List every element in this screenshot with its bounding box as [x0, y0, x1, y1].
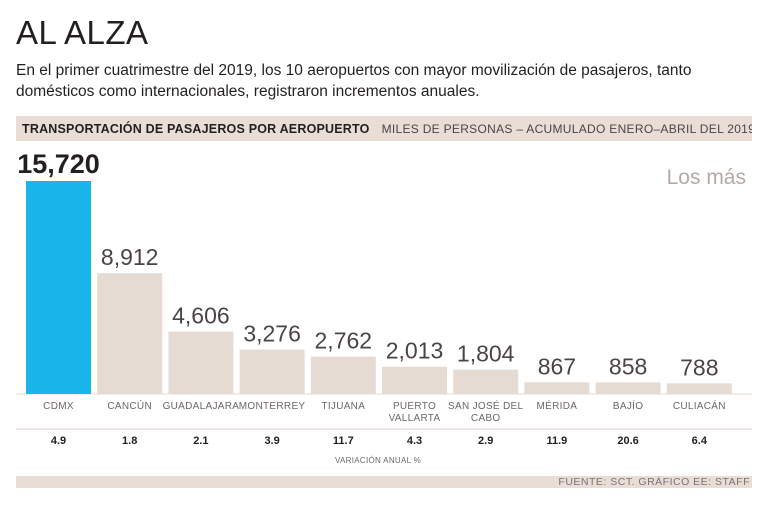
chart-title: AL ALZA: [16, 14, 149, 51]
category-label: CULIACÁN: [673, 399, 726, 412]
category-label: MÉRIDA: [537, 399, 578, 412]
category-label: TIJUANA: [321, 401, 365, 412]
chart-subtitle: En el primer cuatrimestre del 2019, los …: [16, 62, 692, 100]
category-label: BAJÍO: [613, 399, 643, 412]
category-label: PUERTO: [393, 401, 436, 412]
annotation-los-mas: Los más: [666, 166, 746, 189]
bar: [666, 383, 732, 394]
band-title: TRANSPORTACIÓN DE PASAJEROS POR AEROPUER…: [22, 121, 370, 136]
bar: [310, 356, 376, 394]
bar: [26, 181, 91, 394]
bar-value-label: 788: [680, 354, 718, 380]
variation-value: 4.3: [407, 435, 422, 447]
category-label: VALLARTA: [389, 413, 441, 424]
bar: [168, 331, 234, 394]
source-note: FUENTE: SCT. GRÁFICO EE: STAFF: [552, 476, 752, 488]
variation-value: 11.7: [333, 435, 354, 447]
band-units: MILES DE PERSONAS – ACUMULADO ENERO–ABRI…: [381, 121, 752, 136]
variation-value: 6.4: [692, 435, 708, 447]
variation-value: 4.9: [51, 435, 66, 447]
bar-value-label: 8,912: [101, 244, 159, 270]
bar-value-label: 4,606: [172, 303, 230, 329]
variation-axis-label: VARIACIÓN ANUAL %: [335, 456, 421, 465]
category-label: MONTERREY: [239, 401, 306, 412]
variation-value: 1.8: [122, 435, 137, 447]
variation-value: 2.1: [193, 435, 208, 447]
bar: [453, 369, 519, 394]
bar-value-label: 3,276: [243, 321, 301, 347]
bar: [382, 366, 447, 394]
chart-header-band: TRANSPORTACIÓN DE PASAJEROS POR AEROPUER…: [16, 116, 752, 141]
variation-value: 3.9: [264, 435, 279, 447]
bar-value-label: 2,013: [386, 338, 444, 364]
category-label: GUADALAJARA: [163, 401, 240, 412]
bar-value-label: 1,804: [457, 341, 515, 367]
bar: [239, 349, 305, 394]
category-label: CDMX: [43, 401, 74, 412]
category-label: SAN JOSÉ DEL: [448, 399, 523, 412]
bar-value-label: 15,720: [17, 149, 100, 179]
bar-value-label: 858: [609, 353, 647, 379]
variation-value: 2.9: [478, 435, 493, 447]
variation-value: 20.6: [617, 435, 638, 447]
variation-value: 11.9: [546, 435, 567, 447]
bar: [97, 273, 163, 394]
bar: [595, 382, 661, 394]
bar-value-label: 2,762: [315, 328, 373, 354]
category-label: CABO: [471, 413, 501, 424]
bar-value-label: 867: [538, 353, 576, 379]
category-label: CANCÚN: [107, 399, 152, 412]
bar: [524, 382, 590, 394]
